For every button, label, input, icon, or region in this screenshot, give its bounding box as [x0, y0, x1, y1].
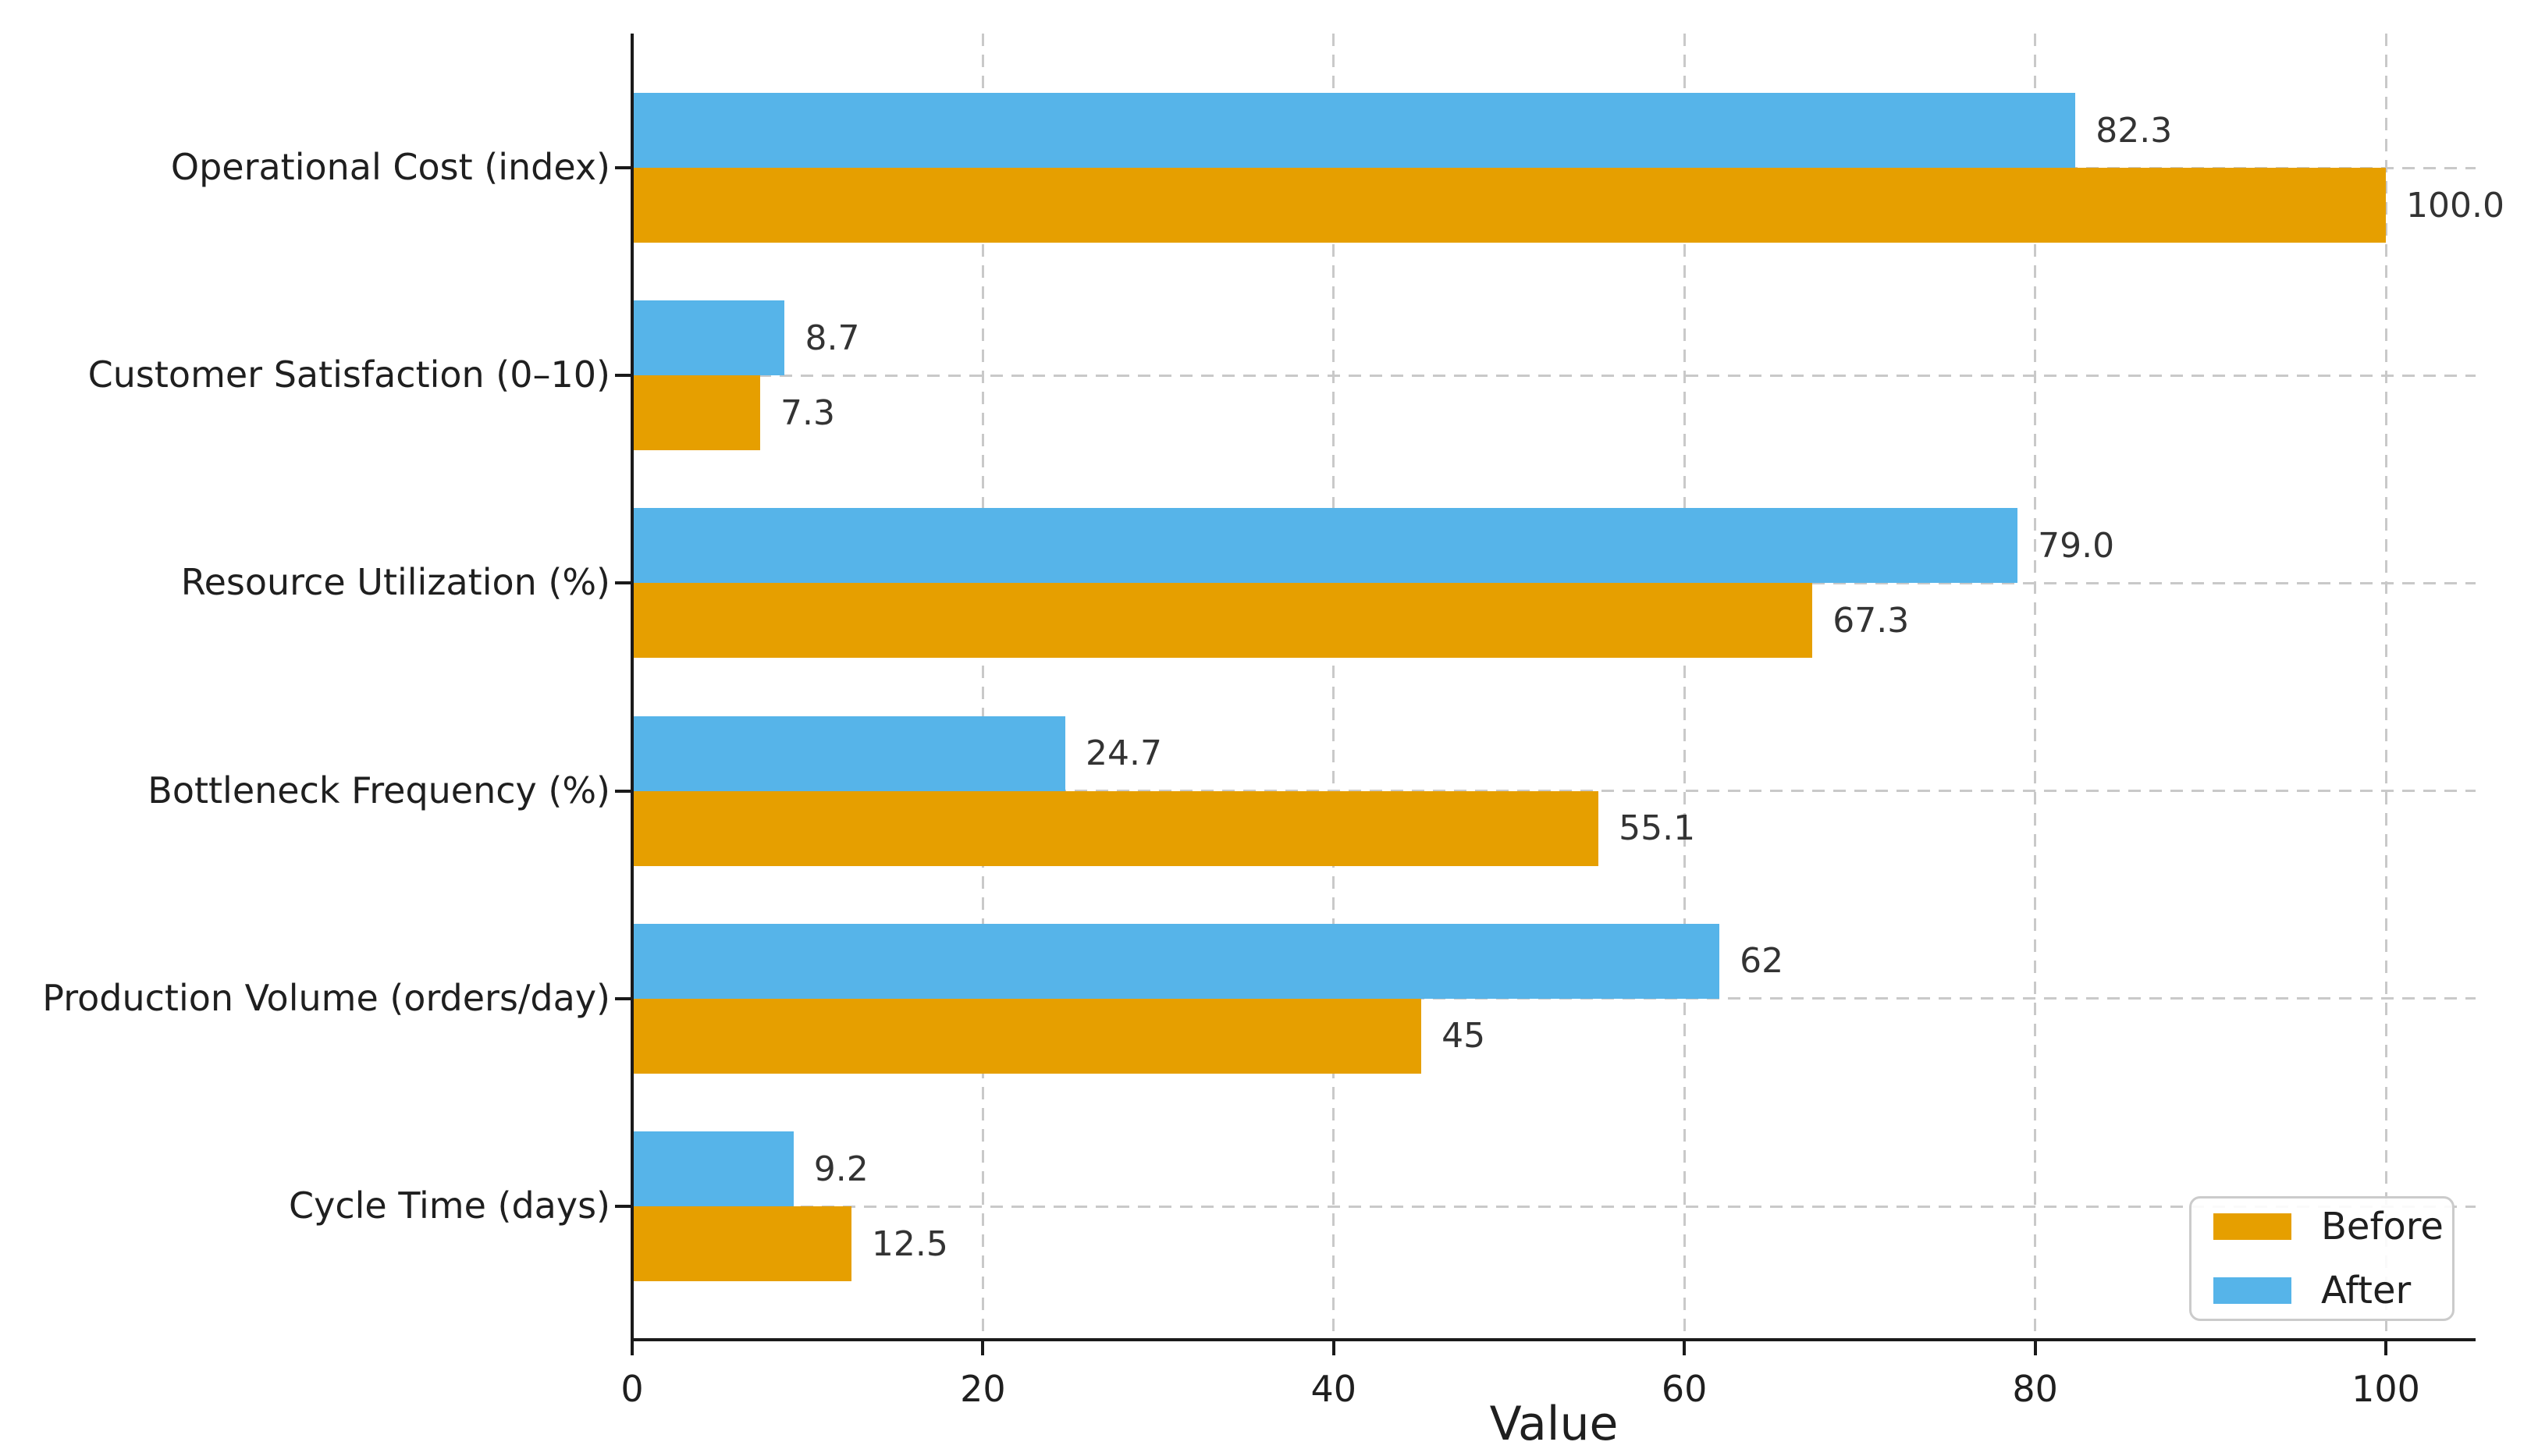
x-tick-80: [2033, 1340, 2037, 1355]
y-tick-5: [615, 1205, 631, 1208]
gridline-horizontal-1: [632, 374, 2476, 377]
bar-after-2: [632, 508, 2018, 584]
value-label-after-0: 82.3: [2096, 110, 2173, 151]
y-tick-2: [615, 581, 631, 585]
value-label-after-1: 8.7: [805, 318, 860, 358]
y-axis-spine: [631, 34, 634, 1341]
legend-swatch-before-icon: [2213, 1213, 2291, 1240]
y-tick-4: [615, 996, 631, 1000]
bar-before-1: [632, 375, 761, 451]
x-tick-label-20: 20: [960, 1368, 1006, 1410]
x-axis-title: Value: [1489, 1397, 1619, 1451]
category-label-5: Cycle Time (days): [288, 1184, 610, 1227]
bar-before-2: [632, 583, 1813, 659]
bar-after-1: [632, 300, 785, 376]
x-tick-label-60: 60: [1661, 1368, 1708, 1410]
bar-before-4: [632, 998, 1422, 1074]
bar-before-3: [632, 790, 1599, 866]
x-tick-label-0: 0: [620, 1368, 644, 1410]
legend-swatch-after-icon: [2213, 1277, 2291, 1304]
gridline-vertical-100: [2384, 34, 2387, 1340]
legend-label-before: Before: [2321, 1205, 2444, 1248]
y-tick-3: [615, 789, 631, 793]
x-tick-40: [1331, 1340, 1335, 1355]
gridline-horizontal-4: [632, 997, 2476, 1000]
value-label-before-5: 12.5: [871, 1223, 948, 1264]
x-tick-label-100: 100: [2351, 1368, 2420, 1410]
legend-row-before: Before: [2213, 1205, 2444, 1248]
x-tick-20: [981, 1340, 985, 1355]
value-label-before-2: 67.3: [1832, 600, 1910, 641]
category-label-3: Bottleneck Frequency (%): [148, 769, 610, 811]
value-label-before-0: 100.0: [2406, 185, 2504, 226]
bar-after-3: [632, 716, 1065, 791]
bar-after-4: [632, 923, 1720, 999]
value-label-after-3: 24.7: [1086, 733, 1162, 774]
value-label-after-4: 62: [1740, 941, 1784, 982]
gridline-vertical-20: [981, 34, 984, 1340]
bar-after-5: [632, 1131, 794, 1206]
value-label-after-2: 79.0: [2038, 525, 2115, 566]
category-label-2: Resource Utilization (%): [180, 561, 610, 604]
y-tick-0: [615, 166, 631, 169]
gridline-vertical-80: [2034, 34, 2037, 1340]
value-label-before-3: 55.1: [1619, 808, 1696, 849]
value-label-after-5: 9.2: [813, 1149, 869, 1189]
gridline-vertical-60: [1683, 34, 1686, 1340]
x-tick-label-80: 80: [2012, 1368, 2058, 1410]
bar-before-0: [632, 168, 2386, 243]
category-label-1: Customer Satisfaction (0–10): [87, 353, 610, 396]
legend-label-after: After: [2321, 1269, 2412, 1312]
value-label-before-4: 45: [1441, 1016, 1486, 1056]
bar-after-0: [632, 93, 2076, 168]
legend-row-after: After: [2213, 1269, 2430, 1312]
x-tick-100: [2384, 1340, 2387, 1355]
x-tick-0: [631, 1340, 634, 1355]
value-label-before-1: 7.3: [780, 392, 835, 433]
gridline-horizontal-5: [632, 1205, 2476, 1208]
x-tick-60: [1683, 1340, 1687, 1355]
y-tick-1: [615, 374, 631, 378]
x-axis-spine: [631, 1338, 2476, 1341]
category-label-0: Operational Cost (index): [170, 145, 610, 188]
bar-before-5: [632, 1206, 851, 1281]
category-label-4: Production Volume (orders/day): [42, 976, 610, 1019]
gridline-vertical-40: [1332, 34, 1335, 1340]
legend: Before After: [2189, 1196, 2455, 1321]
x-tick-label-40: 40: [1310, 1368, 1357, 1410]
